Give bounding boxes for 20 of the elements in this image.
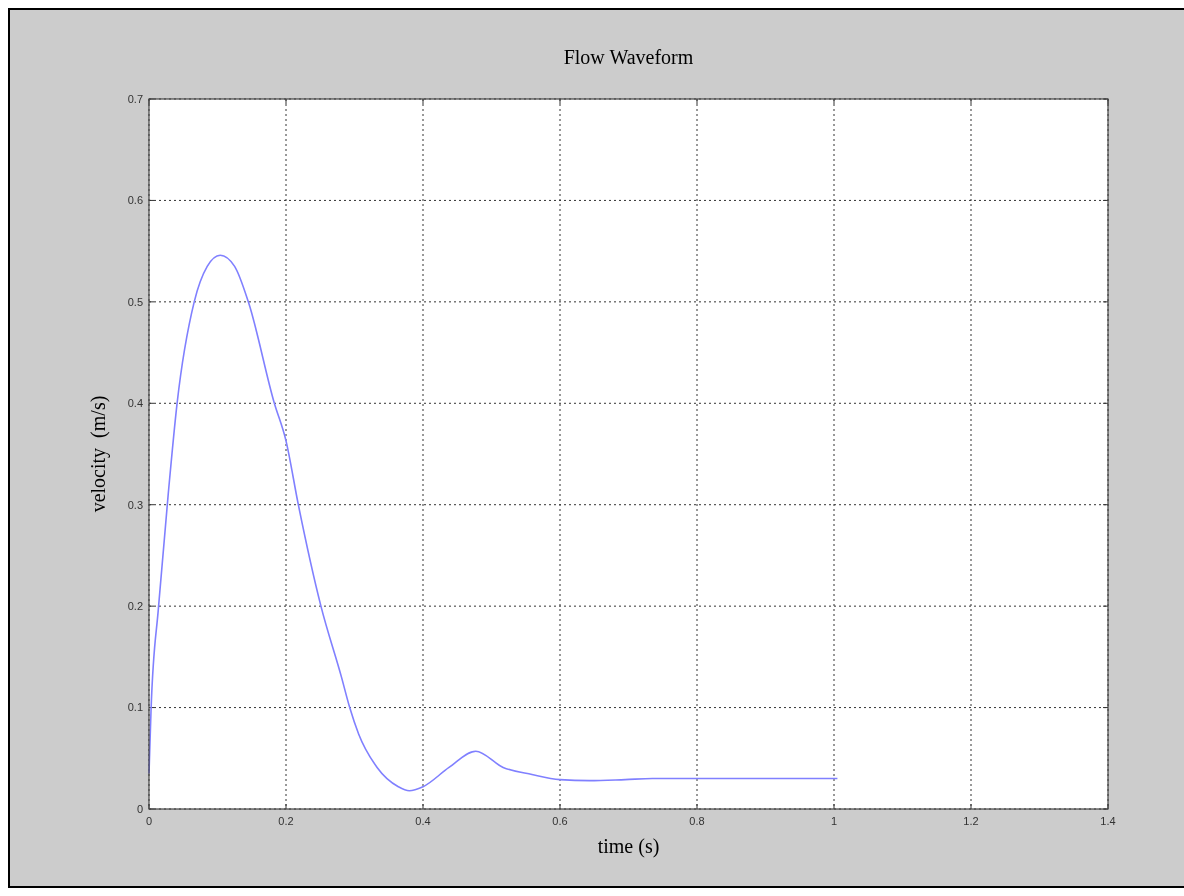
chart-title: Flow Waveform	[563, 46, 694, 68]
x-tick-label: 1	[830, 815, 838, 827]
y-tick-label: 0	[136, 802, 143, 815]
y-tick-label: 0.2	[127, 599, 143, 612]
x-tick-label: 0.2	[278, 815, 294, 827]
x-tick-label: 1.4	[1100, 815, 1116, 827]
x-tick-label: 1.2	[963, 815, 979, 827]
y-tick-label: 0.4	[127, 397, 143, 410]
y-tick-label: 0.6	[127, 194, 143, 207]
y-tick-label: 0.3	[127, 498, 143, 511]
y-tick-label: 0.1	[127, 701, 143, 714]
y-tick-label: 0.7	[127, 92, 143, 105]
x-tick-label: 0.8	[689, 815, 705, 827]
x-tick-label: 0	[145, 815, 153, 827]
x-tick-label: 0.6	[552, 815, 568, 827]
y-tick-label: 0.5	[127, 295, 143, 308]
y-axis-title: velocity (m/s)	[87, 395, 110, 513]
line-series	[148, 254, 839, 792]
x-axis-title: time (s)	[597, 835, 660, 858]
x-tick-label: 0.4	[415, 815, 431, 827]
